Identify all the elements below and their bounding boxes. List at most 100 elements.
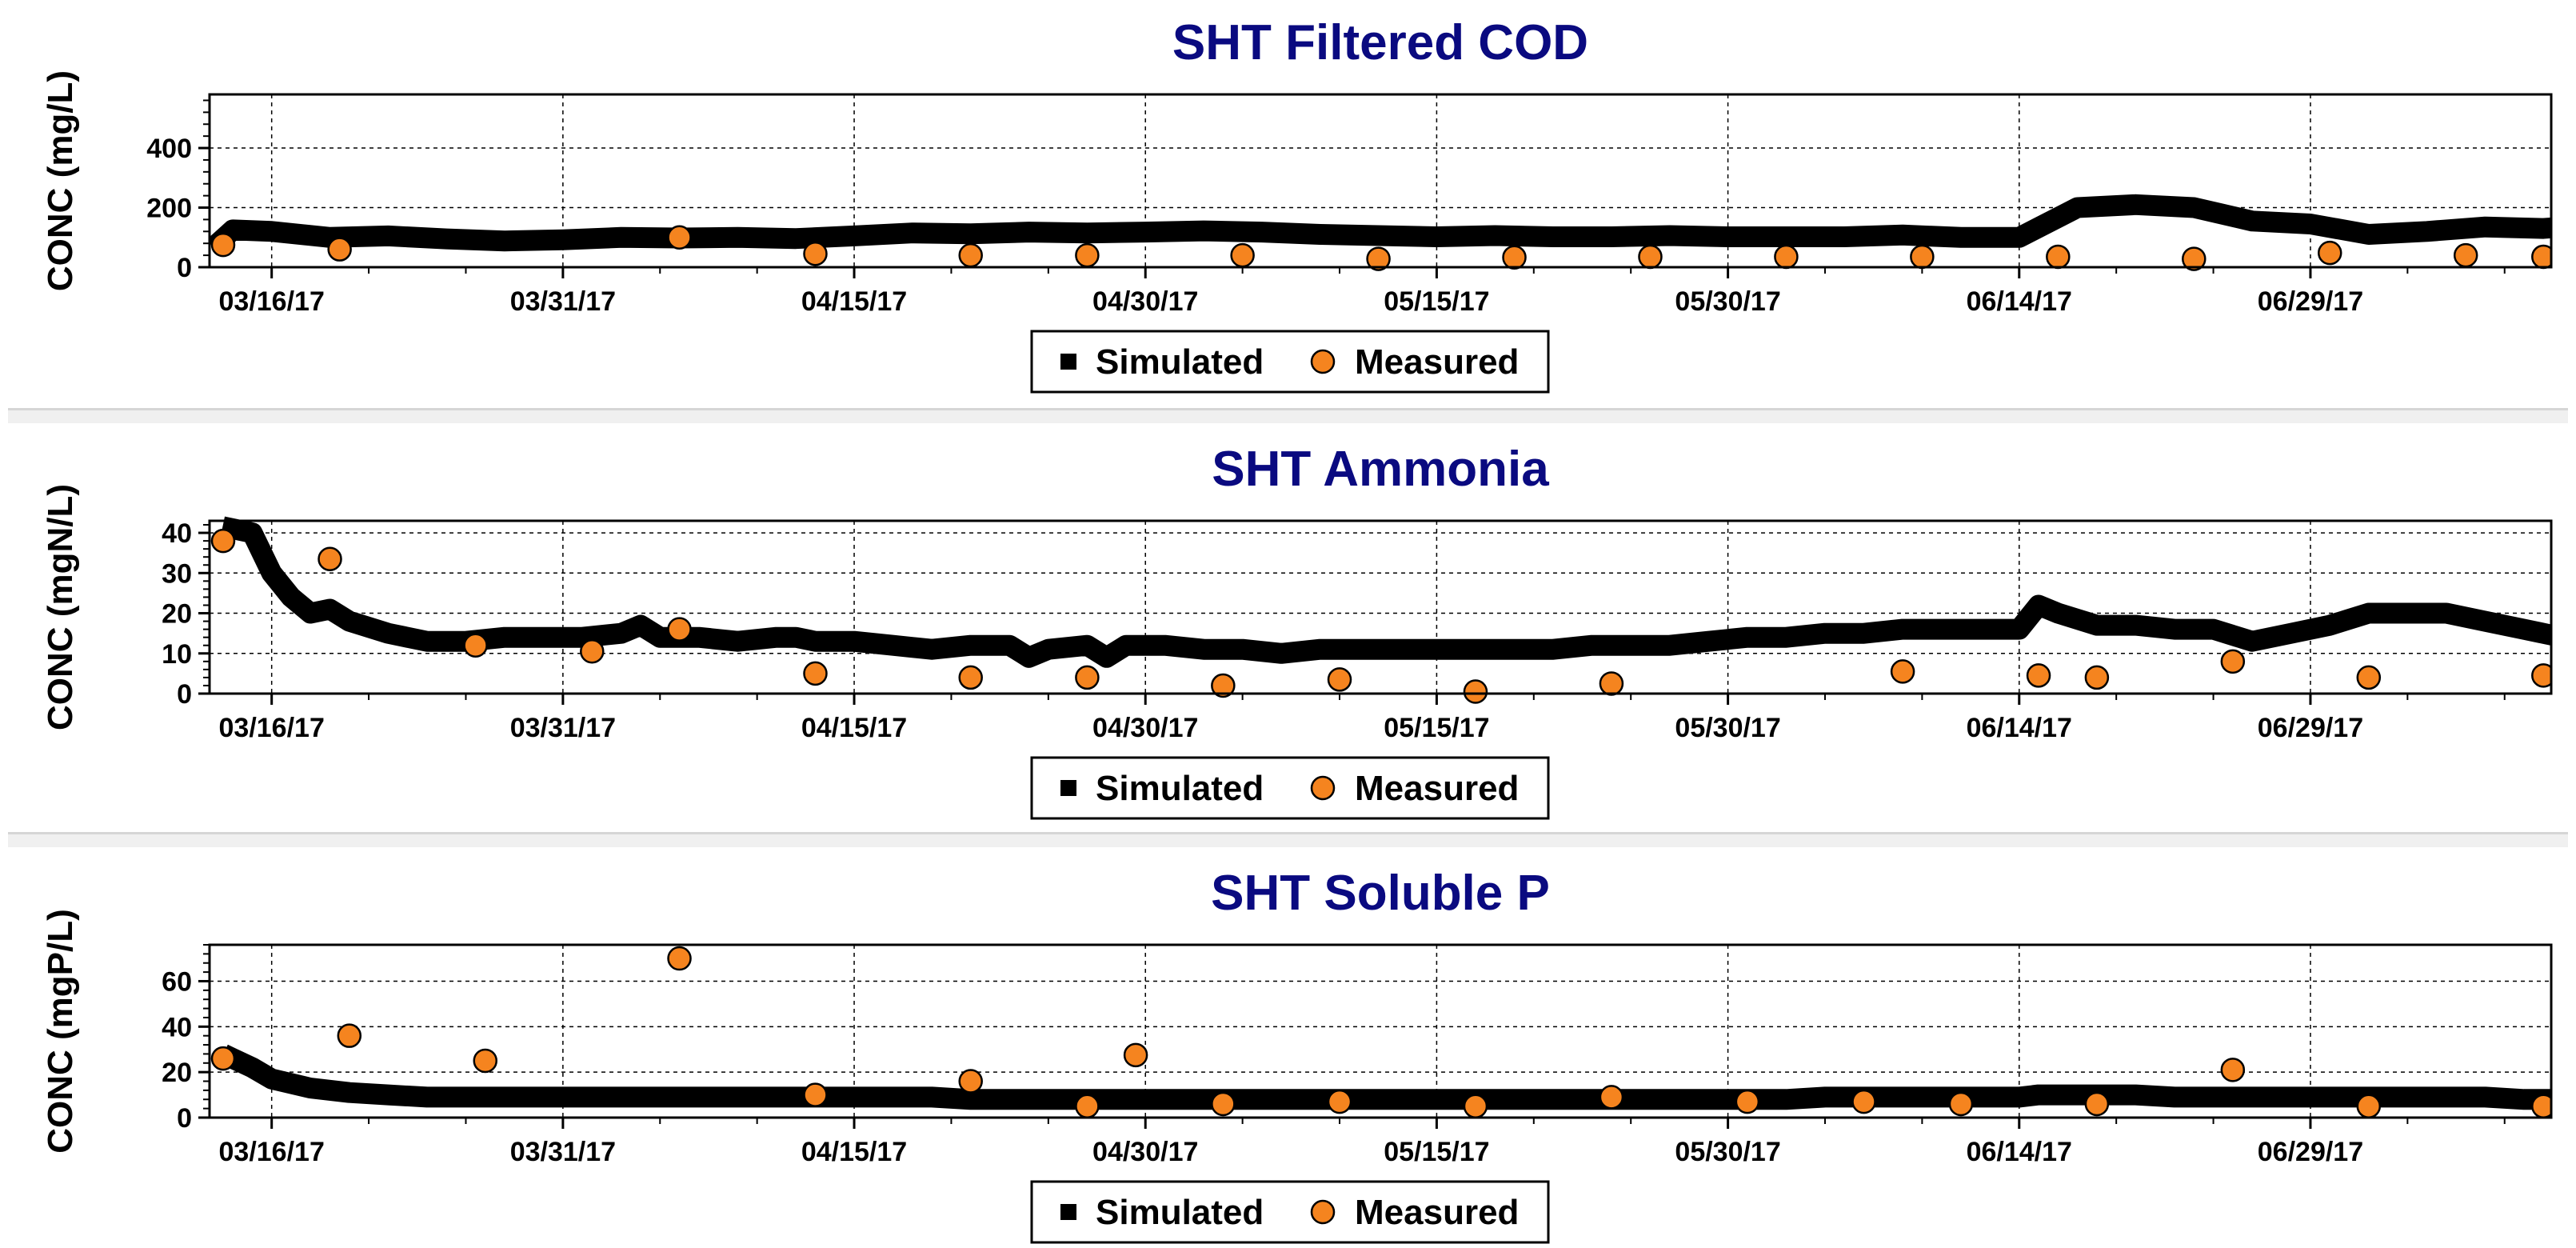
chart-panel-ammonia: SHT Ammonia CONC (mgN/L) 03/16/17 03/31/17 0…	[0, 426, 2576, 830]
simulated-series-line	[218, 1044, 2551, 1110]
measured-point	[1910, 244, 1935, 270]
measured-point	[1327, 1089, 1352, 1114]
legend-simulated-label: Simulated	[1096, 1193, 1264, 1232]
measured-point	[2182, 246, 2207, 271]
measured-point	[958, 1069, 983, 1094]
legend-measured-label: Measured	[1355, 1193, 1519, 1232]
measured-point	[667, 617, 692, 642]
measured-point	[1735, 1089, 1760, 1114]
measured-point	[1075, 242, 1100, 268]
y-tick-label: 20	[162, 599, 192, 630]
legend-box	[1030, 1180, 1550, 1244]
legend-box	[1030, 756, 1550, 820]
measured-point	[1774, 244, 1799, 270]
x-tick-label: 06/14/17	[1967, 286, 2072, 317]
x-tick-label: 04/30/17	[1092, 286, 1198, 317]
x-tick-label: 03/16/17	[219, 286, 325, 317]
legend-box	[1030, 330, 1550, 394]
x-tick-label: 03/31/17	[510, 286, 616, 317]
measured-point	[473, 1048, 498, 1074]
y-tick-label: 0	[177, 253, 192, 283]
cod-chart: SHT Filtered COD CONC (mg/L) 03/16/17 03/31…	[41, 15, 2553, 394]
measured-point	[1502, 245, 1527, 270]
y-tick-label: 10	[162, 639, 192, 670]
chart-title: SHT Ammonia	[1212, 442, 1549, 497]
legend: Simulated Measured	[1030, 330, 1550, 394]
series-layer	[210, 946, 2551, 1119]
legend-measured-marker	[1310, 1199, 1336, 1225]
chart-title: SHT Soluble P	[1211, 866, 1550, 921]
y-tick-label: 40	[162, 1012, 192, 1042]
legend-simulated-marker	[1060, 1204, 1076, 1220]
measured-point	[2356, 665, 2382, 690]
x-tick-label: 05/30/17	[1675, 286, 1780, 317]
y-tick-label: 0	[177, 679, 192, 710]
measured-point	[463, 633, 488, 658]
measured-point	[1599, 671, 1624, 696]
x-tick-label: 04/15/17	[801, 713, 907, 743]
measured-point	[327, 237, 352, 262]
measured-point	[1463, 1094, 1488, 1119]
measured-point	[803, 1082, 828, 1107]
x-tick-label: 06/29/17	[2258, 286, 2363, 317]
y-tick-label: 400	[146, 134, 192, 164]
measured-point	[210, 528, 236, 554]
x-tick-label: 05/30/17	[1675, 1137, 1780, 1167]
measured-point	[1948, 1091, 1974, 1117]
measured-point	[2220, 649, 2246, 674]
chart-title: SHT Filtered COD	[1172, 15, 1588, 70]
measured-point	[1463, 679, 1488, 704]
legend-measured-marker	[1310, 775, 1336, 801]
y-axis-label: CONC (mgP/L)	[41, 909, 80, 1154]
measured-point	[1599, 1085, 1624, 1110]
y-axis-label: CONC (mgN/L)	[41, 484, 80, 730]
measured-point	[318, 546, 342, 571]
measured-point	[958, 665, 983, 690]
y-tick-label: 60	[162, 966, 192, 997]
measured-point	[1211, 673, 1236, 698]
measured-point	[2220, 1058, 2246, 1082]
soluble-p-chart: SHT Soluble P CONC (mgP/L) 03/16/17 03/31/1…	[41, 866, 2553, 1244]
measured-point	[337, 1023, 362, 1048]
x-tick-label: 03/16/17	[219, 713, 325, 743]
y-axis-label: CONC (mg/L)	[41, 70, 80, 291]
legend-measured-label: Measured	[1355, 342, 1519, 382]
chart-panel-cod: SHT Filtered COD CONC (mg/L) 03/16/17 03/31…	[0, 0, 2576, 404]
measured-point	[2084, 1091, 2110, 1117]
legend: Simulated Measured	[1030, 1180, 1550, 1244]
measured-point	[1211, 1091, 1236, 1117]
measured-point	[1890, 659, 1915, 684]
y-tick-label: 30	[162, 558, 192, 589]
panel-separator	[8, 408, 2568, 423]
x-tick-label: 05/15/17	[1384, 286, 1489, 317]
plot-border	[208, 519, 2553, 695]
y-tick-label: 0	[177, 1103, 192, 1134]
legend-simulated-label: Simulated	[1096, 342, 1264, 382]
measured-point	[1075, 1094, 1100, 1119]
y-tick-label: 40	[162, 518, 192, 549]
measured-point	[803, 241, 828, 266]
measured-point	[2531, 663, 2551, 688]
measured-point	[2026, 663, 2051, 688]
measured-point	[1123, 1042, 1148, 1068]
x-tick-label: 03/31/17	[510, 1137, 616, 1167]
x-tick-label: 03/31/17	[510, 713, 616, 743]
series-layer	[210, 194, 2551, 271]
measured-point	[2356, 1094, 2382, 1119]
measured-point	[667, 225, 692, 250]
x-tick-label: 05/15/17	[1384, 713, 1489, 743]
measured-point	[2317, 240, 2342, 266]
legend-simulated-label: Simulated	[1096, 769, 1264, 808]
plot-border	[208, 93, 2553, 269]
simulated-series-line	[220, 516, 2551, 668]
x-tick-label: 04/15/17	[801, 1137, 907, 1167]
x-tick-label: 06/29/17	[2258, 713, 2363, 743]
x-tick-label: 06/29/17	[2258, 1137, 2363, 1167]
measured-point	[210, 1046, 236, 1071]
x-tick-label: 06/14/17	[1967, 1137, 2072, 1167]
x-tick-label: 06/14/17	[1967, 713, 2072, 743]
measured-point	[2084, 665, 2110, 690]
measured-point	[210, 232, 236, 258]
y-tick-label: 20	[162, 1058, 192, 1088]
x-tick-label: 05/15/17	[1384, 1137, 1489, 1167]
